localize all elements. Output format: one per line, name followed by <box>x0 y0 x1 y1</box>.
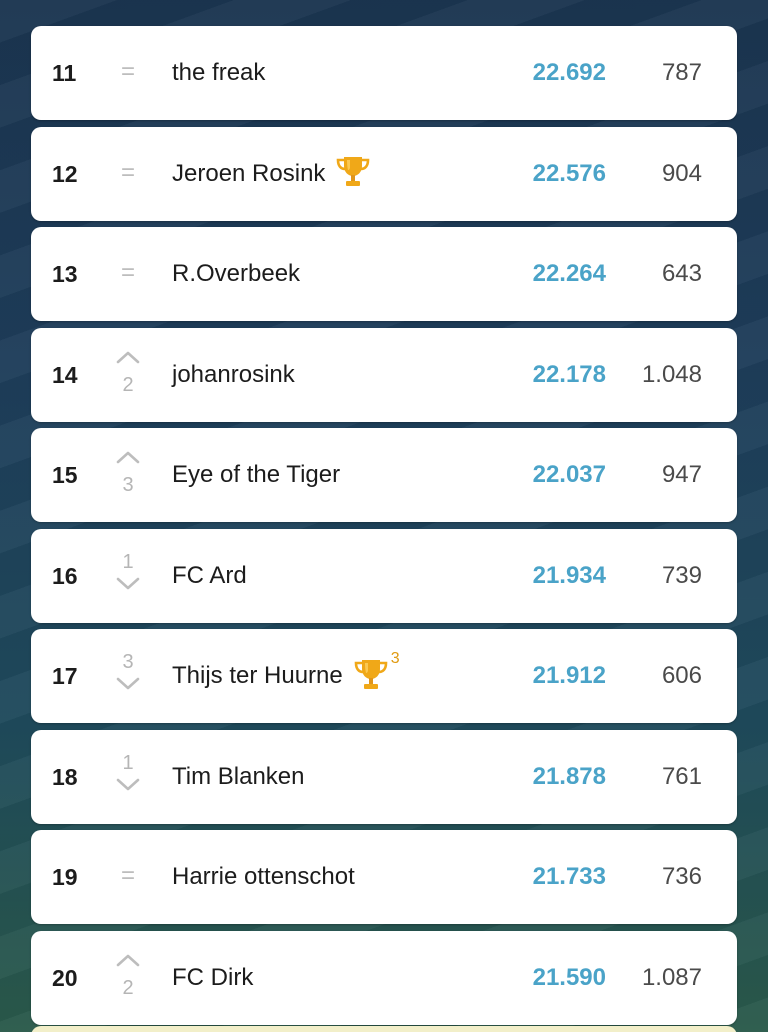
round-points: 1.048 <box>641 360 702 388</box>
rank-change: 3 <box>111 629 145 723</box>
leaderboard-list: 11 = the freak 22.692 787 12 = Jeroen Rosink 22.… <box>31 26 737 1031</box>
rank-change: = <box>111 227 145 321</box>
leaderboard-row[interactable]: 13 = R.Overbeek 22.264 643 <box>31 227 737 321</box>
rank-number: 11 <box>52 60 77 86</box>
player-name: johanrosink <box>172 360 295 388</box>
total-score: 22.264 <box>532 260 606 287</box>
rank-number: 12 <box>52 160 78 187</box>
rank-change: = <box>111 830 145 924</box>
trophy-count: 3 <box>390 649 400 667</box>
total-score: 21.912 <box>532 662 606 689</box>
player-name-cell: Thijs ter Huurne 3 <box>172 629 400 723</box>
trophy-icon <box>335 154 371 188</box>
player-name: Eye of the Tiger <box>172 461 341 488</box>
player-name-cell: Harrie ottenschot <box>172 830 355 924</box>
player-name: FC Ard <box>172 561 247 589</box>
player-name-cell: Jeroen Rosink <box>172 127 371 221</box>
player-name: R.Overbeek <box>172 260 301 287</box>
rank-number: 17 <box>52 663 78 689</box>
chevron-up-icon <box>116 953 140 967</box>
player-name: the freak <box>172 59 266 86</box>
round-points: 761 <box>661 762 702 790</box>
trophy-icon: 3 <box>353 650 400 691</box>
chevron-down-icon <box>116 778 140 792</box>
chevron-up-icon <box>116 350 140 364</box>
unchanged-icon: = <box>120 58 135 85</box>
leaderboard-row[interactable]: 16 1 FC Ard 21.934 739 <box>31 528 737 623</box>
rank-number: 19 <box>52 864 78 890</box>
round-points: 736 <box>661 863 702 890</box>
chevron-down-icon <box>116 677 140 691</box>
total-score: 21.590 <box>532 963 606 991</box>
player-name: Tim Blanken <box>172 762 305 790</box>
rank-change-amount: 1 <box>122 751 134 774</box>
rank-change: 2 <box>111 328 145 422</box>
leaderboard-row[interactable]: 14 2 johanrosink 22.178 1.048 <box>31 327 737 422</box>
total-score: 21.934 <box>532 561 606 589</box>
rank-number: 16 <box>52 562 78 589</box>
chevron-up-icon <box>116 450 140 464</box>
total-score: 21.733 <box>532 863 606 890</box>
unchanged-icon: = <box>120 259 135 286</box>
rank-change-amount: 3 <box>122 651 134 673</box>
player-name-cell: Tim Blanken <box>172 730 305 824</box>
total-score: 21.878 <box>532 762 606 790</box>
leaderboard-row[interactable]: 12 = Jeroen Rosink 22.576 904 <box>31 126 737 221</box>
rank-change: 2 <box>111 931 145 1025</box>
rank-change-amount: 3 <box>122 474 134 496</box>
leaderboard-row[interactable]: 18 1 Tim Blanken 21.878 761 <box>31 729 737 824</box>
rank-number: 18 <box>52 763 78 790</box>
rank-number: 15 <box>52 462 78 488</box>
rank-number: 13 <box>52 261 78 287</box>
round-points: 1.087 <box>641 963 702 991</box>
rank-change: 3 <box>111 428 145 522</box>
leaderboard-row[interactable]: 20 2 FC Dirk 21.590 1.087 <box>31 930 737 1025</box>
unchanged-icon: = <box>120 158 135 186</box>
rank-change: = <box>111 127 145 221</box>
player-name-cell: FC Ard <box>172 529 247 623</box>
player-name-cell: R.Overbeek <box>172 227 300 321</box>
total-score: 22.692 <box>532 59 606 86</box>
unchanged-icon: = <box>120 862 135 889</box>
round-points: 606 <box>661 662 702 689</box>
player-name: FC Dirk <box>172 963 254 991</box>
player-name-cell: johanrosink <box>172 328 295 422</box>
rank-number: 20 <box>52 964 78 991</box>
player-name: Thijs ter Huurne <box>172 662 343 689</box>
total-score: 22.037 <box>532 461 606 488</box>
player-name-cell: the freak <box>172 26 265 120</box>
chevron-down-icon <box>116 577 140 591</box>
rank-change-amount: 2 <box>122 373 134 396</box>
player-name-cell: Eye of the Tiger <box>172 428 340 522</box>
rank-change-amount: 2 <box>122 976 134 999</box>
player-name-cell: FC Dirk <box>172 931 253 1025</box>
total-score: 22.178 <box>532 360 606 388</box>
next-row-peek <box>31 1026 737 1032</box>
round-points: 739 <box>661 561 702 589</box>
rank-change-amount: 1 <box>122 550 134 573</box>
leaderboard-row[interactable]: 11 = the freak 22.692 787 <box>31 26 737 120</box>
leaderboard-row[interactable]: 19 = Harrie ottenschot 21.733 736 <box>31 830 737 924</box>
player-name: Harrie ottenschot <box>172 863 355 890</box>
leaderboard-row[interactable]: 17 3 Thijs ter Huurne 3 21.912 606 <box>31 629 737 723</box>
rank-number: 14 <box>52 361 78 388</box>
round-points: 787 <box>661 59 702 86</box>
rank-change: = <box>111 26 145 120</box>
round-points: 904 <box>661 159 702 187</box>
total-score: 22.576 <box>532 159 606 187</box>
rank-change: 1 <box>111 529 145 623</box>
player-name: Jeroen Rosink <box>172 159 326 187</box>
leaderboard-row[interactable]: 15 3 Eye of the Tiger 22.037 947 <box>31 428 737 522</box>
round-points: 947 <box>661 461 702 488</box>
rank-change: 1 <box>111 730 145 824</box>
round-points: 643 <box>661 260 702 287</box>
